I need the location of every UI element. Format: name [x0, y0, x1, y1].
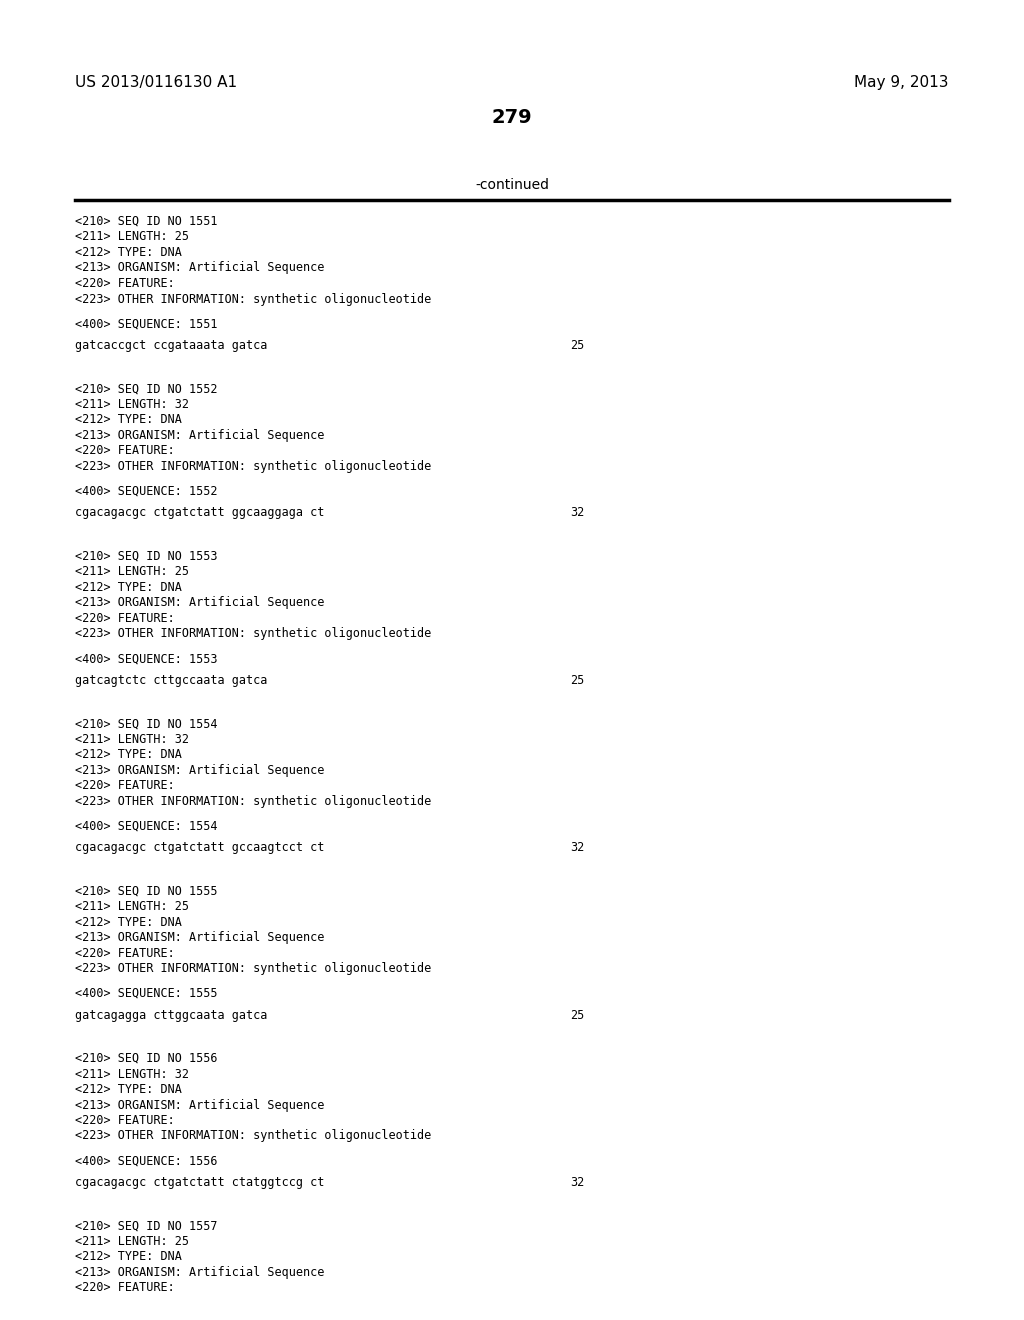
Text: <210> SEQ ID NO 1554: <210> SEQ ID NO 1554 [75, 717, 217, 730]
Text: <220> FEATURE:: <220> FEATURE: [75, 946, 175, 960]
Text: <223> OTHER INFORMATION: synthetic oligonucleotide: <223> OTHER INFORMATION: synthetic oligo… [75, 293, 431, 305]
Text: <213> ORGANISM: Artificial Sequence: <213> ORGANISM: Artificial Sequence [75, 261, 325, 275]
Text: <212> TYPE: DNA: <212> TYPE: DNA [75, 1250, 182, 1263]
Text: <210> SEQ ID NO 1556: <210> SEQ ID NO 1556 [75, 1052, 217, 1065]
Text: <223> OTHER INFORMATION: synthetic oligonucleotide: <223> OTHER INFORMATION: synthetic oligo… [75, 795, 431, 808]
Text: <212> TYPE: DNA: <212> TYPE: DNA [75, 413, 182, 426]
Text: US 2013/0116130 A1: US 2013/0116130 A1 [75, 75, 238, 90]
Text: 32: 32 [570, 1176, 585, 1189]
Text: <212> TYPE: DNA: <212> TYPE: DNA [75, 748, 182, 762]
Text: <400> SEQUENCE: 1553: <400> SEQUENCE: 1553 [75, 652, 217, 665]
Text: <400> SEQUENCE: 1551: <400> SEQUENCE: 1551 [75, 317, 217, 330]
Text: 25: 25 [570, 339, 585, 352]
Text: <223> OTHER INFORMATION: synthetic oligonucleotide: <223> OTHER INFORMATION: synthetic oligo… [75, 459, 431, 473]
Text: <212> TYPE: DNA: <212> TYPE: DNA [75, 1082, 182, 1096]
Text: <210> SEQ ID NO 1555: <210> SEQ ID NO 1555 [75, 884, 217, 898]
Text: <211> LENGTH: 32: <211> LENGTH: 32 [75, 1068, 189, 1081]
Text: <213> ORGANISM: Artificial Sequence: <213> ORGANISM: Artificial Sequence [75, 764, 325, 776]
Text: <400> SEQUENCE: 1556: <400> SEQUENCE: 1556 [75, 1154, 217, 1167]
Text: <212> TYPE: DNA: <212> TYPE: DNA [75, 246, 182, 259]
Text: -continued: -continued [475, 178, 549, 191]
Text: <211> LENGTH: 25: <211> LENGTH: 25 [75, 565, 189, 578]
Text: 32: 32 [570, 841, 585, 854]
Text: <213> ORGANISM: Artificial Sequence: <213> ORGANISM: Artificial Sequence [75, 931, 325, 944]
Text: <223> OTHER INFORMATION: synthetic oligonucleotide: <223> OTHER INFORMATION: synthetic oligo… [75, 627, 431, 640]
Text: <220> FEATURE:: <220> FEATURE: [75, 445, 175, 458]
Text: gatcagagga cttggcaata gatca: gatcagagga cttggcaata gatca [75, 1008, 267, 1022]
Text: <210> SEQ ID NO 1551: <210> SEQ ID NO 1551 [75, 215, 217, 228]
Text: <213> ORGANISM: Artificial Sequence: <213> ORGANISM: Artificial Sequence [75, 597, 325, 610]
Text: <210> SEQ ID NO 1557: <210> SEQ ID NO 1557 [75, 1220, 217, 1233]
Text: <223> OTHER INFORMATION: synthetic oligonucleotide: <223> OTHER INFORMATION: synthetic oligo… [75, 962, 431, 975]
Text: <400> SEQUENCE: 1555: <400> SEQUENCE: 1555 [75, 987, 217, 999]
Text: cgacagacgc ctgatctatt ggcaaggaga ct: cgacagacgc ctgatctatt ggcaaggaga ct [75, 507, 325, 519]
Text: <210> SEQ ID NO 1552: <210> SEQ ID NO 1552 [75, 383, 217, 396]
Text: <212> TYPE: DNA: <212> TYPE: DNA [75, 916, 182, 928]
Text: <223> OTHER INFORMATION: synthetic oligonucleotide: <223> OTHER INFORMATION: synthetic oligo… [75, 1130, 431, 1143]
Text: <211> LENGTH: 25: <211> LENGTH: 25 [75, 231, 189, 243]
Text: cgacagacgc ctgatctatt gccaagtcct ct: cgacagacgc ctgatctatt gccaagtcct ct [75, 841, 325, 854]
Text: cgacagacgc ctgatctatt ctatggtccg ct: cgacagacgc ctgatctatt ctatggtccg ct [75, 1176, 325, 1189]
Text: 25: 25 [570, 1008, 585, 1022]
Text: <211> LENGTH: 32: <211> LENGTH: 32 [75, 733, 189, 746]
Text: <213> ORGANISM: Artificial Sequence: <213> ORGANISM: Artificial Sequence [75, 1098, 325, 1111]
Text: <213> ORGANISM: Artificial Sequence: <213> ORGANISM: Artificial Sequence [75, 429, 325, 442]
Text: <220> FEATURE:: <220> FEATURE: [75, 277, 175, 290]
Text: 279: 279 [492, 108, 532, 127]
Text: <220> FEATURE:: <220> FEATURE: [75, 611, 175, 624]
Text: May 9, 2013: May 9, 2013 [854, 75, 949, 90]
Text: 25: 25 [570, 673, 585, 686]
Text: <211> LENGTH: 25: <211> LENGTH: 25 [75, 900, 189, 913]
Text: <211> LENGTH: 32: <211> LENGTH: 32 [75, 397, 189, 411]
Text: gatcagtctc cttgccaata gatca: gatcagtctc cttgccaata gatca [75, 673, 267, 686]
Text: gatcaccgct ccgataaata gatca: gatcaccgct ccgataaata gatca [75, 339, 267, 352]
Text: <210> SEQ ID NO 1553: <210> SEQ ID NO 1553 [75, 550, 217, 562]
Text: <220> FEATURE:: <220> FEATURE: [75, 779, 175, 792]
Text: <220> FEATURE:: <220> FEATURE: [75, 1282, 175, 1295]
Text: <211> LENGTH: 25: <211> LENGTH: 25 [75, 1236, 189, 1247]
Text: <213> ORGANISM: Artificial Sequence: <213> ORGANISM: Artificial Sequence [75, 1266, 325, 1279]
Text: 32: 32 [570, 507, 585, 519]
Text: <400> SEQUENCE: 1554: <400> SEQUENCE: 1554 [75, 820, 217, 833]
Text: <212> TYPE: DNA: <212> TYPE: DNA [75, 581, 182, 594]
Text: <220> FEATURE:: <220> FEATURE: [75, 1114, 175, 1127]
Text: <400> SEQUENCE: 1552: <400> SEQUENCE: 1552 [75, 484, 217, 498]
